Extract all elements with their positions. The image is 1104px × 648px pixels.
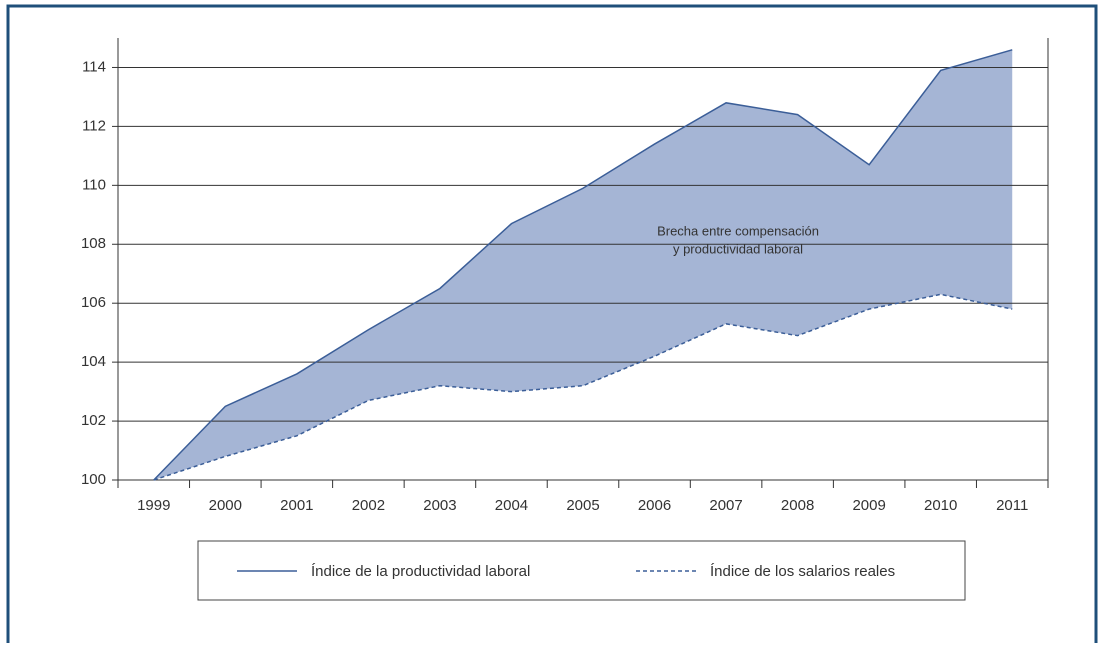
legend-label: Índice de los salarios reales [710,563,895,580]
x-tick-label: 2003 [423,497,456,514]
y-tick-label: 102 [81,412,106,429]
series-line [153,293,1013,481]
x-tick-label: 2004 [495,497,528,514]
gap-area [153,49,1013,480]
annotation: Brecha entre compensación [657,223,819,238]
x-tick-label: 2000 [209,497,242,514]
x-tick-label: 1999 [137,497,170,514]
y-tick-label: 100 [81,471,106,488]
y-tick-label: 108 [81,235,106,252]
x-tick-label: 2002 [352,497,385,514]
y-tick-label: 104 [81,353,106,370]
y-tick-label: 110 [82,176,106,193]
legend-box [197,540,966,601]
x-tick-label: 2005 [566,497,599,514]
x-tick-label: 2008 [781,497,814,514]
frame [6,4,1098,648]
x-tick-label: 2011 [996,497,1028,514]
annotation: y productividad laboral [673,241,803,256]
x-tick-label: 2010 [924,497,957,514]
x-tick-label: 2007 [709,497,742,514]
y-tick-label: 114 [82,58,106,75]
x-tick-label: 2001 [280,497,313,514]
x-tick-label: 2009 [852,497,885,514]
series-line [153,49,1013,481]
legend-label: Índice de la productividad laboral [311,563,530,580]
x-tick-label: 2006 [638,497,671,514]
y-tick-label: 106 [81,294,106,311]
y-tick-label: 112 [82,117,106,134]
